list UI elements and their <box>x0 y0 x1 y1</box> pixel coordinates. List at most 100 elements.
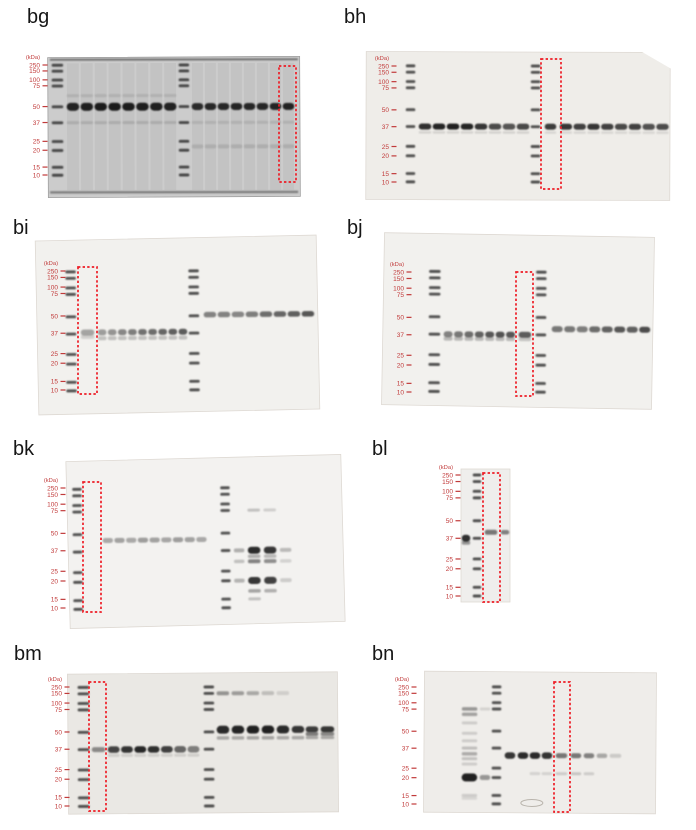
gel-image <box>47 55 301 199</box>
marker-value: 15 <box>397 381 405 388</box>
marker-value: 100 <box>398 700 409 707</box>
marker-value: 100 <box>47 502 58 509</box>
marker-value: 20 <box>51 361 59 368</box>
highlight-box-bk <box>82 481 102 613</box>
sample-lane <box>500 530 510 535</box>
marker-value: 20 <box>33 148 41 155</box>
panel-label-bk: bk <box>13 438 35 460</box>
kda-unit-label: (kDa) <box>44 478 58 484</box>
sample-lane <box>529 752 541 776</box>
gel-image <box>460 468 511 603</box>
marker-value: 150 <box>29 68 40 75</box>
marker-value: 37 <box>382 124 390 131</box>
gel-torn-corner <box>640 50 672 69</box>
marker-value: 50 <box>33 104 41 111</box>
marker-value: 25 <box>397 353 405 360</box>
ladder-lane <box>220 486 231 610</box>
marker-value: 250 <box>378 63 389 70</box>
marker-value: 20 <box>51 578 59 585</box>
marker-value: 250 <box>398 684 409 691</box>
marker-value: 50 <box>51 313 59 320</box>
sample-lanes <box>203 311 315 318</box>
kda-unit-label: (kDa) <box>48 677 62 683</box>
marker-value: 150 <box>47 275 58 282</box>
marker-value: 250 <box>442 472 453 479</box>
sample-lane <box>246 691 260 740</box>
marker-value: 37 <box>33 120 41 127</box>
marker-value: 25 <box>55 767 63 774</box>
ladder-lane <box>535 270 547 394</box>
sample-lane <box>479 707 491 781</box>
marker-value: 50 <box>446 518 454 525</box>
sample-lane <box>461 707 478 800</box>
sample-lane <box>544 123 557 134</box>
marker-value: 150 <box>442 479 453 486</box>
ladder-lane <box>77 685 90 808</box>
marker-value: 250 <box>47 268 58 275</box>
gel-image <box>34 234 321 416</box>
marker-value: 75 <box>402 706 410 713</box>
highlight-box-bh <box>540 58 562 190</box>
sample-lane <box>233 548 245 583</box>
marker-value: 25 <box>382 144 390 151</box>
marker-value: 250 <box>51 684 62 691</box>
marker-value: 75 <box>51 291 59 298</box>
gel-image <box>381 232 655 410</box>
marker-value: 25 <box>402 765 410 772</box>
ladder-lane <box>65 270 77 393</box>
marker-value: 150 <box>393 276 404 283</box>
ladder-lane <box>405 64 416 184</box>
marker-value: 25 <box>51 351 59 358</box>
marker-value: 50 <box>55 729 63 736</box>
marker-value: 15 <box>446 585 454 592</box>
sample-lane <box>279 547 292 583</box>
kda-unit-label: (kDa) <box>395 677 409 683</box>
sample-lanes <box>66 62 177 191</box>
gel-image <box>66 671 340 815</box>
marker-value: 37 <box>402 745 410 752</box>
marker-value: 75 <box>382 85 390 92</box>
marker-value: 20 <box>55 777 63 784</box>
sample-lane <box>261 691 275 740</box>
marker-value: 75 <box>446 495 454 502</box>
highlight-box-bj <box>515 271 534 397</box>
highlight-box-bm <box>88 681 107 812</box>
marker-value: 20 <box>402 775 410 782</box>
marker-value: 37 <box>51 548 59 555</box>
marker-value: 25 <box>446 556 454 563</box>
marker-value: 250 <box>393 269 404 276</box>
highlight-box-bl <box>482 472 501 603</box>
marker-value: 15 <box>51 597 59 604</box>
marker-value: 20 <box>382 153 390 160</box>
sample-lanes <box>107 746 200 758</box>
marker-value: 20 <box>397 362 405 369</box>
marker-value: 100 <box>393 286 404 293</box>
marker-value: 75 <box>51 508 59 515</box>
ladder-lane <box>72 487 84 611</box>
sample-lane <box>609 753 622 758</box>
marker-value: 100 <box>29 77 40 84</box>
sample-lanes <box>418 123 530 134</box>
marker-value: 10 <box>33 172 41 179</box>
marker-value: 150 <box>47 492 58 499</box>
marker-value: 25 <box>51 569 59 576</box>
sample-lane <box>247 508 261 601</box>
marker-value: 15 <box>33 164 41 171</box>
sample-lanes <box>551 326 651 333</box>
kda-unit-label: (kDa) <box>44 261 58 267</box>
marker-value: 50 <box>382 107 390 114</box>
panel-label-bl: bl <box>372 438 388 460</box>
